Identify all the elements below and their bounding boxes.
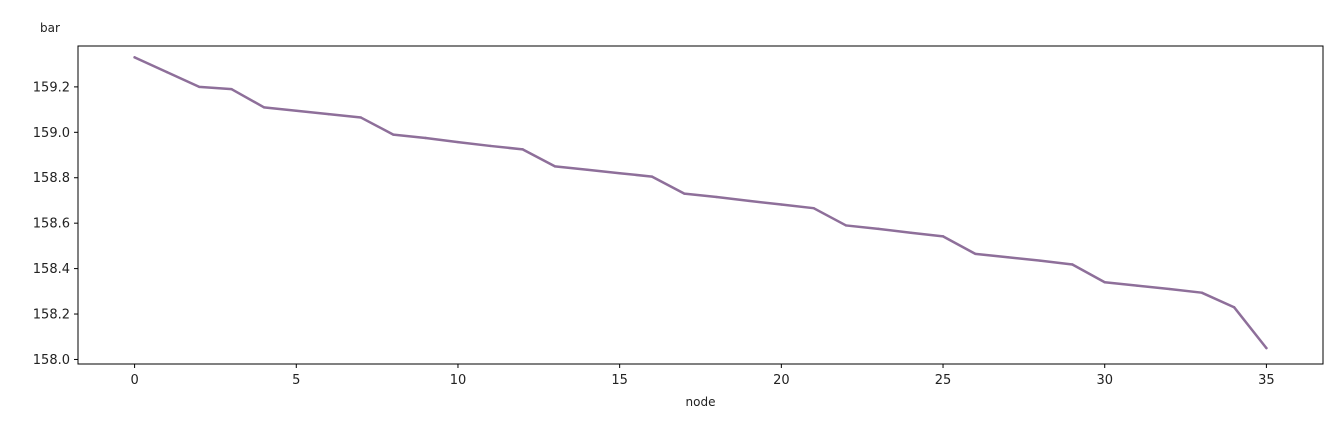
plot-area: 0 5 10 15 20 25 30 35 158.0 158.2 158.4 158.6 158.8…: [33, 45, 1324, 388]
y-tick-label: 158.8: [33, 171, 70, 186]
data-point: [165, 70, 169, 74]
data-point: [262, 106, 266, 109]
data-point: [1265, 346, 1268, 350]
data-point: [392, 133, 395, 136]
series-line: [133, 56, 1268, 350]
x-tick-label: 15: [611, 373, 628, 388]
data-point: [974, 252, 977, 256]
plot-frame: [77, 45, 1324, 365]
data-point: [780, 203, 783, 206]
x-tick-label: 5: [292, 373, 300, 388]
x-tick-label: 0: [130, 373, 138, 388]
y-axis-label: bar: [40, 21, 60, 35]
data-point: [650, 175, 654, 178]
data-point: [1135, 284, 1139, 287]
data-point: [1168, 287, 1171, 291]
data-point: [1103, 281, 1106, 284]
data-point: [1038, 259, 1042, 262]
x-tick-label: 20: [773, 373, 790, 388]
data-point: [198, 85, 201, 89]
x-tick-label: 25: [935, 373, 952, 388]
data-point: [230, 87, 233, 91]
data-point: [909, 231, 912, 234]
data-point: [1071, 263, 1074, 266]
y-tick-label: 158.0: [33, 353, 70, 368]
data-point: [359, 116, 363, 119]
y-tick-label: 158.4: [33, 262, 70, 277]
x-tick-label: 35: [1258, 373, 1275, 388]
y-tick-label: 159.2: [33, 80, 70, 95]
data-point: [1006, 256, 1009, 259]
y-axis: 158.0 158.2 158.4 158.6 158.8 159.0 159.2: [33, 80, 78, 368]
data-point: [747, 199, 751, 203]
data-point: [941, 235, 945, 238]
y-tick-label: 159.0: [33, 126, 70, 141]
data-point: [844, 224, 848, 227]
data-point: [521, 148, 524, 151]
data-point: [618, 172, 621, 175]
data-point: [715, 195, 718, 199]
data-point: [586, 168, 589, 171]
data-point: [424, 136, 427, 140]
data-point: [295, 109, 298, 112]
y-tick-label: 158.6: [33, 217, 70, 232]
x-axis-label: node: [686, 395, 716, 409]
x-tick-label: 10: [450, 373, 467, 388]
data-point: [683, 192, 686, 195]
series-layer: [133, 56, 1268, 350]
data-point: [877, 227, 880, 231]
x-tick-label: 30: [1096, 373, 1113, 388]
data-point: [1232, 306, 1236, 309]
data-point: [327, 112, 330, 116]
x-axis: 0 5 10 15 20 25 30 35: [130, 364, 1275, 388]
data-point: [489, 144, 492, 148]
data-point: [1200, 291, 1203, 294]
data-point: [553, 165, 557, 168]
data-point: [812, 206, 815, 210]
data-point: [133, 56, 136, 59]
data-point: [456, 140, 460, 144]
y-tick-label: 158.2: [33, 308, 70, 323]
